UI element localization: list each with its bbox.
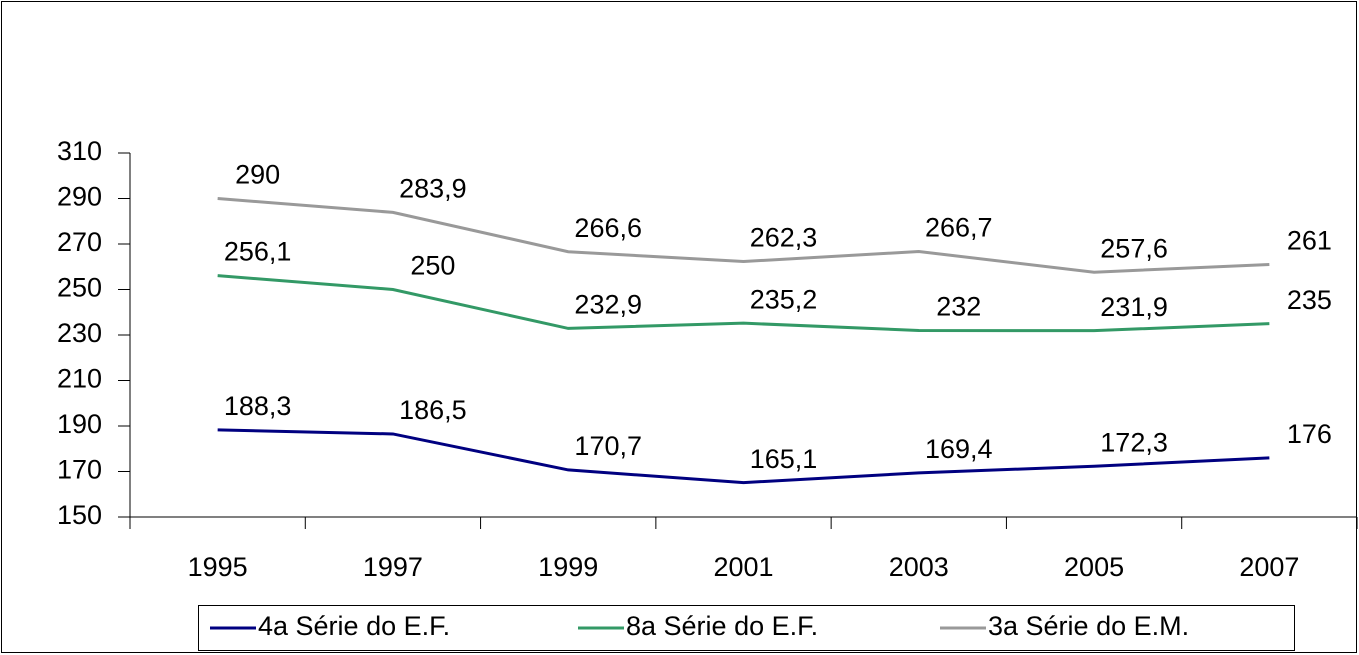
data-label: 170,7 — [574, 431, 642, 461]
x-tick-label: 2001 — [713, 552, 773, 582]
y-tick-label: 230 — [57, 318, 102, 348]
y-tick-label: 250 — [57, 273, 102, 303]
series-line — [217, 197, 1270, 274]
legend-label: 8a Série do E.F. — [626, 611, 818, 641]
data-label: 186,5 — [399, 395, 467, 425]
series-line — [217, 428, 1270, 485]
data-label: 169,4 — [925, 434, 993, 464]
y-tick-label: 190 — [57, 409, 102, 439]
legend-label: 4a Série do E.F. — [258, 611, 450, 641]
x-tick-label: 1997 — [363, 552, 423, 582]
data-label: 266,7 — [925, 213, 993, 243]
x-tick-label: 2005 — [1064, 552, 1124, 582]
data-label: 235,2 — [750, 284, 818, 314]
data-label: 262,3 — [750, 223, 818, 253]
data-label: 257,6 — [1100, 233, 1168, 263]
data-label: 250 — [410, 251, 455, 281]
data-label: 290 — [235, 160, 280, 190]
y-tick-label: 310 — [57, 136, 102, 166]
y-tick-label: 210 — [57, 364, 102, 394]
data-label: 256,1 — [224, 237, 292, 267]
data-label: 188,3 — [224, 391, 292, 421]
data-label: 176 — [1287, 419, 1332, 449]
data-label: 261 — [1287, 226, 1332, 256]
x-tick-label: 1995 — [188, 552, 248, 582]
data-label: 232,9 — [574, 290, 642, 320]
legend-box — [198, 605, 1295, 651]
x-tick-label: 2007 — [1239, 552, 1299, 582]
data-label: 235 — [1287, 285, 1332, 315]
data-label: 266,6 — [574, 213, 642, 243]
data-label: 231,9 — [1100, 292, 1168, 322]
x-tick-label: 1999 — [538, 552, 598, 582]
x-tick-label: 2003 — [889, 552, 949, 582]
data-label: 232 — [936, 292, 981, 322]
data-label: 283,9 — [399, 174, 467, 204]
data-label: 172,3 — [1100, 427, 1168, 457]
legend-label: 3a Série do E.M. — [988, 611, 1189, 641]
data-label: 165,1 — [750, 444, 818, 474]
y-tick-label: 270 — [57, 227, 102, 257]
series-line — [217, 274, 1270, 333]
y-tick-label: 150 — [57, 500, 102, 530]
y-tick-label: 290 — [57, 182, 102, 212]
y-tick-label: 170 — [57, 455, 102, 485]
